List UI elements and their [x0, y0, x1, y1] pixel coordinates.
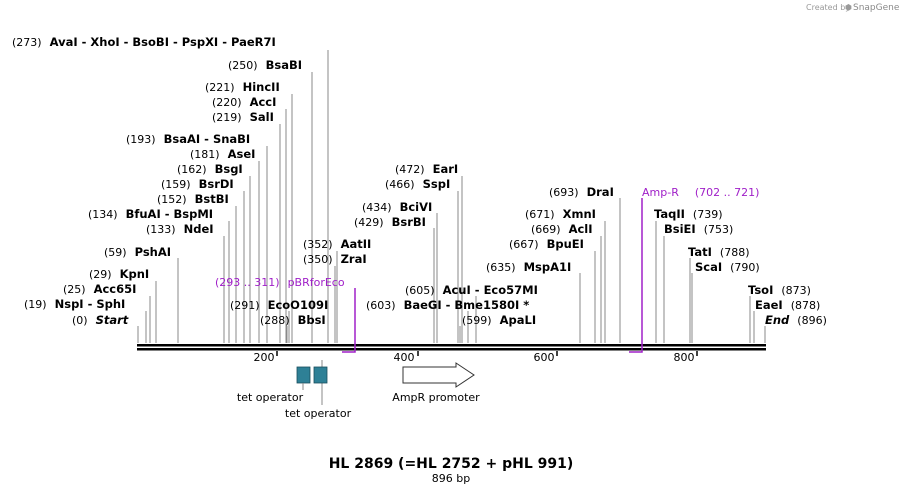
ruler-ticks	[276, 351, 698, 356]
site-xmni[interactable]: (671) XmnI	[525, 207, 596, 221]
primer-pbrforeco-arrow[interactable]	[342, 288, 356, 353]
backbone-bottom-strand	[137, 348, 766, 351]
brand-product: SnapGene	[853, 3, 900, 13]
site-acli[interactable]: (669) AclI	[531, 222, 593, 236]
tet-operator-2-label: tet operator	[285, 407, 352, 420]
site-acc65i[interactable]: (25) Acc65I	[63, 282, 136, 296]
ruler-label-800: 800	[674, 351, 695, 364]
site-ndei[interactable]: (133) NdeI	[146, 222, 214, 236]
site-bstbi[interactable]: (152) BstBI	[157, 192, 229, 206]
site-sspi[interactable]: (466) SspI	[385, 177, 450, 191]
ruler-label-600: 600	[534, 351, 555, 364]
site-asei[interactable]: (181) AseI	[190, 147, 255, 161]
enzyme-name: AvaI	[50, 35, 78, 49]
primer-pbrforeco-label[interactable]: (293 .. 311) pBRforEco	[215, 276, 345, 289]
site-tati[interactable]: TatI (788)	[688, 245, 750, 259]
site-pshai[interactable]: (59) PshAI	[104, 245, 171, 259]
site-acui-eco57mi[interactable]: (605) AcuI - Eco57MI	[405, 283, 538, 297]
site-avai-group[interactable]: (273) AvaI - XhoI - BsoBI - PspXI - PaeR7…	[12, 35, 276, 49]
site-start[interactable]: (0) Start	[72, 313, 129, 327]
site-hincii[interactable]: (221) HincII	[205, 80, 280, 94]
site-drai[interactable]: (693) DraI	[549, 185, 614, 199]
site-bbsi[interactable]: (288) BbsI	[260, 313, 326, 327]
brand-created-by: Created by	[806, 3, 850, 12]
site-aatii[interactable]: (352) AatII	[303, 237, 371, 251]
ruler-label-200: 200	[254, 351, 275, 364]
site-bpuei[interactable]: (667) BpuEI	[509, 237, 584, 251]
site-eaei[interactable]: EaeI (878)	[755, 298, 820, 312]
site-taqii[interactable]: TaqII (739)	[654, 207, 723, 221]
site-position: (273)	[12, 36, 42, 49]
leader-lines	[137, 50, 766, 405]
site-bsrbi[interactable]: (429) BsrBI	[354, 215, 426, 229]
enzyme-name: PspXI	[182, 35, 218, 49]
enzyme-name: XhoI	[90, 35, 119, 49]
site-mspa1i[interactable]: (635) MspA1I	[486, 260, 571, 274]
site-bsiei[interactable]: BsiEI (753)	[664, 222, 733, 236]
tet-operator-1-label: tet operator	[237, 391, 304, 404]
site-baegi-bme1580i[interactable]: (603) BaeGI - Bme1580I *	[366, 298, 529, 312]
site-end[interactable]: End (896)	[765, 313, 827, 327]
site-eari[interactable]: (472) EarI	[395, 162, 458, 176]
ruler-label-400: 400	[394, 351, 415, 364]
map-length: 896 bp	[432, 472, 470, 485]
ampr-promoter-label: AmpR promoter	[392, 391, 480, 404]
site-bsaai-snabi[interactable]: (193) BsaAI - SnaBI	[126, 132, 250, 146]
primer-ampr-label[interactable]: Amp-R (702 .. 721)	[642, 186, 759, 199]
tet-operator-1-box[interactable]	[296, 366, 311, 384]
site-apali[interactable]: (599) ApaLI	[462, 313, 536, 327]
restriction-site-labels: (273) AvaI - XhoI - BsoBI - PspXI - PaeR7…	[12, 35, 827, 327]
backbone-top-strand	[137, 344, 766, 347]
site-kpni[interactable]: (29) KpnI	[89, 267, 149, 281]
primer-ampr-arrow[interactable]	[629, 198, 643, 353]
ampr-promoter-arrow[interactable]	[402, 362, 475, 388]
site-nspi-sphi[interactable]: (19) NspI - SphI	[24, 297, 125, 311]
enzyme-name: BsoBI	[132, 35, 169, 49]
snapgene-logo-icon: ⬢	[845, 3, 852, 12]
site-bcivi[interactable]: (434) BciVI	[362, 200, 432, 214]
map-title: HL 2869 (=HL 2752 + pHL 991)	[329, 456, 574, 472]
enzyme-name: PaeR7I	[231, 35, 276, 49]
site-zrai[interactable]: (350) ZraI	[303, 252, 367, 266]
site-sali[interactable]: (219) SalI	[212, 110, 274, 124]
site-bsgi[interactable]: (162) BsgI	[177, 162, 243, 176]
tet-operator-2-box[interactable]	[313, 366, 328, 384]
site-bsrdi[interactable]: (159) BsrDI	[161, 177, 234, 191]
site-ecoo109i[interactable]: (291) EcoO109I	[230, 298, 328, 312]
site-scai[interactable]: ScaI (790)	[695, 260, 760, 274]
site-acci[interactable]: (220) AccI	[212, 95, 276, 109]
site-bfuai-bspmi[interactable]: (134) BfuAI - BspMI	[88, 207, 213, 221]
site-tsoi[interactable]: TsoI (873)	[748, 283, 811, 297]
site-bsabi[interactable]: (250) BsaBI	[228, 58, 302, 72]
